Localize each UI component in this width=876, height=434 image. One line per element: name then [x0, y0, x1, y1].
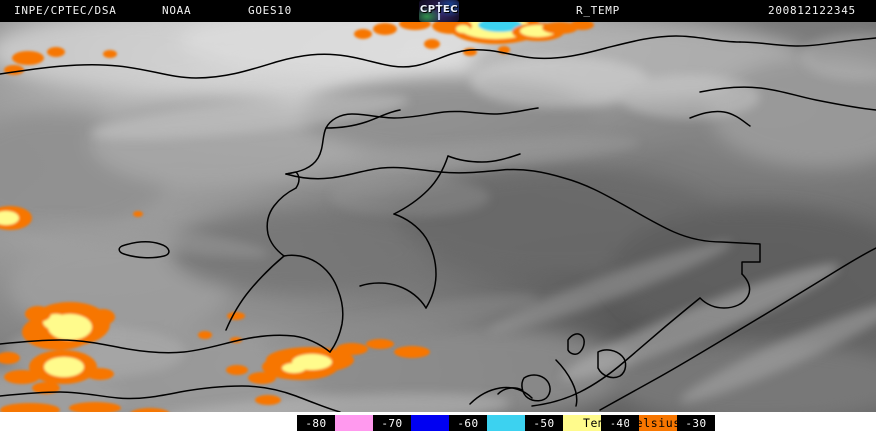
- colorbar-tick-30: -30: [677, 415, 715, 431]
- colorbar-tick-40: -40: [601, 415, 639, 431]
- institute-label: INPE/CPTEC/DSA: [14, 4, 117, 17]
- temperature-colorbar: -80 -70 -60 -50 -40 -30: [297, 415, 715, 431]
- convective-cell-mid-left: [0, 206, 32, 230]
- colorbar-swatch-yellow: [563, 415, 601, 431]
- header-bar: INPE/CPTEC/DSA NOAA GOES10 R_TEMP 200812…: [0, 0, 876, 22]
- convective-cells-scattered: [133, 211, 245, 343]
- colorbar-unit-label: Temp. Celsius: [583, 416, 681, 430]
- agency-label: NOAA: [162, 4, 192, 17]
- logo-text: CPTEC: [419, 4, 459, 15]
- colorbar-tick-50: -50: [525, 415, 563, 431]
- convective-cell-sw-lower: [0, 350, 114, 394]
- colorbar-swatch-magenta: [335, 415, 373, 431]
- convective-streak-south: [0, 402, 169, 412]
- satellite-imagery: [0, 22, 876, 412]
- convective-cluster-north: [399, 22, 594, 44]
- colorbar-swatch-orange: [639, 415, 677, 431]
- logo-divider: [438, 2, 440, 20]
- convective-line-uruguay: [226, 339, 430, 405]
- colorbar-tick-80: -80: [297, 415, 335, 431]
- colorbar-swatch-blue: [411, 415, 449, 431]
- colorbar-tick-70: -70: [373, 415, 411, 431]
- satellite-label: GOES10: [248, 4, 292, 17]
- ir-cloud-field: [0, 22, 876, 412]
- geo-boundaries: [0, 35, 876, 412]
- enhanced-convection-overlay: [0, 22, 594, 412]
- convective-cell-sw-upper: [22, 302, 115, 350]
- colorbar-tick-60: -60: [449, 415, 487, 431]
- product-label: R_TEMP: [576, 4, 620, 17]
- satellite-image-canvas: [0, 22, 876, 412]
- colorbar-swatch-cyan: [487, 415, 525, 431]
- timestamp-label: 200812122345: [768, 4, 856, 17]
- cptec-logo-icon: CPTEC: [419, 0, 459, 22]
